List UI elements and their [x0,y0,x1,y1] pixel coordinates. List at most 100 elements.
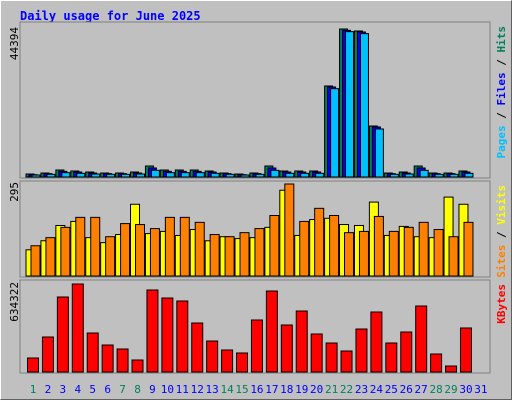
bar [284,183,295,277]
x-tick-label: 14 [220,383,234,396]
x-tick-label: 6 [104,383,111,396]
bar [221,349,234,373]
bar [149,228,160,277]
bar [135,224,146,277]
bar [310,333,323,373]
bar [340,350,353,373]
plot-area [19,21,491,179]
bar [121,173,131,178]
y-tick-label: 295 [8,182,21,202]
bar [329,214,340,277]
x-tick-label: 24 [370,383,384,396]
y-tick-label: 44394 [8,27,21,60]
legend-entry: Visits [495,185,508,225]
x-tick-label: 1 [30,383,37,396]
bar [325,342,338,373]
legend: Sites / Visits [495,185,508,278]
bar [165,172,175,178]
bar [359,33,369,178]
x-tick-label: 15 [235,383,248,396]
bar [46,173,56,178]
bar [176,300,189,373]
x-tick-label: 18 [280,383,293,396]
bar [433,229,444,277]
x-tick-label: 21 [325,383,338,396]
bar [270,169,280,178]
bar [434,173,444,178]
bar [285,172,295,178]
bar [180,172,190,178]
bar [419,169,429,178]
x-tick-label: 13 [206,383,219,396]
bar [209,234,220,277]
bar [224,236,235,277]
bar [374,128,384,178]
legend-separator: / [495,225,508,245]
bar [315,172,325,178]
bar [459,327,472,373]
bar [31,174,41,178]
legend-separator: / [495,53,508,73]
x-tick-label: 25 [385,383,398,396]
bar [61,172,71,178]
bar [300,172,310,178]
bar [445,365,458,373]
bar [206,340,219,373]
bar [56,296,69,373]
legend-separator: / [495,106,508,126]
x-tick-label: 11 [176,383,189,396]
bar [101,344,114,373]
bar [400,331,413,373]
bar [418,221,429,277]
bar [430,353,443,373]
bar [250,319,263,373]
legend: Pages / Files / Hits [495,26,508,159]
legend-entry: Pages [495,125,508,158]
bar [280,324,293,373]
legend-entry: Hits [495,26,508,53]
x-tick-label: 9 [149,383,156,396]
bar [71,283,84,373]
legend-entry: Files [495,72,508,105]
bar [388,230,399,277]
bar [344,232,355,277]
bar [41,336,54,373]
x-tick-label: 3 [60,383,67,396]
bar [120,223,131,277]
bar [265,290,278,373]
x-tick-label: 5 [89,383,96,396]
bar [75,216,86,277]
bar [449,173,459,178]
x-tick-label: 10 [161,383,174,396]
x-tick-label: 28 [429,383,442,396]
bar [179,216,190,277]
bar [236,352,249,373]
x-tick-label: 16 [250,383,263,396]
x-tick-label: 26 [400,383,413,396]
y-tick-label: 634322 [8,282,21,322]
bar [345,31,355,178]
chart-title: Daily usage for June 2025 [20,9,201,23]
bar [358,230,369,277]
x-tick-label: 4 [74,383,81,396]
bar [76,172,86,178]
bar [30,245,41,277]
bar [254,228,265,277]
bar [45,237,56,277]
bar [116,348,129,373]
bar [370,311,383,373]
bar [210,172,220,178]
x-tick-label: 31 [474,383,487,396]
bar [463,221,474,277]
x-tick-label: 12 [191,383,204,396]
bar [91,173,101,178]
bar [255,173,265,178]
bar [90,216,101,277]
bar [464,172,474,178]
bar [385,342,398,373]
bar [195,172,205,178]
bar [269,214,280,277]
bar [136,173,146,178]
